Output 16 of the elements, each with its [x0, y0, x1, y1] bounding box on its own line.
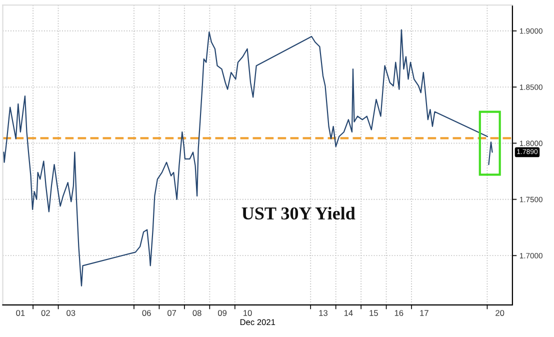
x-tick-label: 08 — [192, 310, 202, 316]
x-axis-title: Dec 2021 — [240, 319, 276, 326]
x-tick-label: 06 — [142, 310, 151, 316]
x-tick-label: 15 — [370, 310, 378, 316]
x-tick-label: 03 — [66, 310, 76, 316]
x-tick-label: 02 — [41, 310, 50, 316]
x-tick-label: 16 — [394, 310, 404, 316]
x-tick-label: 14 — [344, 310, 353, 316]
x-tick-label: 13 — [319, 310, 328, 316]
x-tick-label: 20 — [496, 310, 504, 316]
annotation: UST 30Y Yield — [242, 206, 356, 220]
x-tick-label: 07 — [168, 310, 176, 316]
x-tick-label: 09 — [218, 310, 227, 316]
x-tick-label: 17 — [420, 310, 428, 316]
x-tick-label: 10 — [244, 310, 252, 316]
x-tick-label: 01 — [16, 310, 25, 316]
